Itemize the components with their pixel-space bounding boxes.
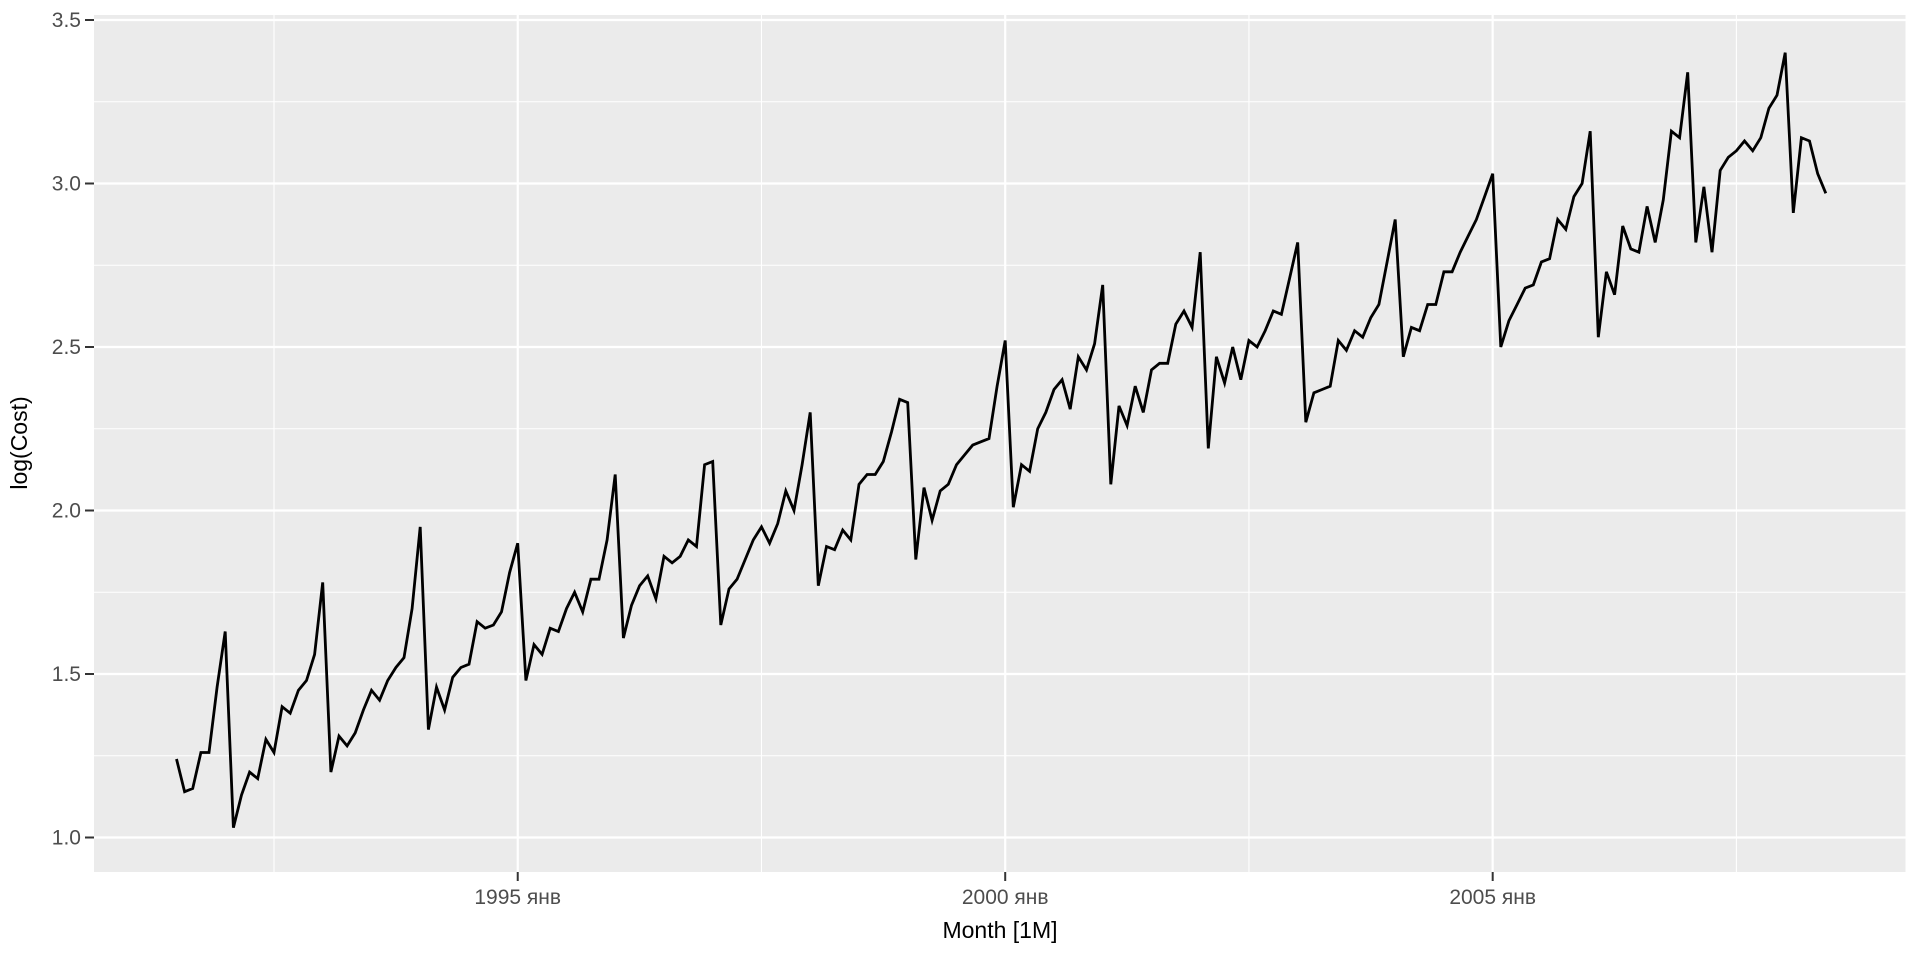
y-tick-label: 3.5 (52, 9, 81, 32)
y-axis-title: log(Cost) (6, 396, 32, 489)
x-tick-label: 1995 янв (474, 886, 561, 909)
y-tick-label: 2.5 (52, 336, 81, 359)
y-tick-label: 3.0 (52, 173, 81, 196)
y-tick-label: 1.0 (52, 827, 81, 850)
x-tick-label: 2005 янв (1449, 886, 1536, 909)
x-axis-title: Month [1M] (942, 917, 1057, 943)
y-tick-label: 2.0 (52, 500, 81, 523)
data-series-line (175, 52, 1828, 829)
y-tick-label: 1.5 (52, 663, 81, 686)
x-tick-label: 2000 янв (962, 886, 1049, 909)
panel-background (94, 15, 1906, 872)
